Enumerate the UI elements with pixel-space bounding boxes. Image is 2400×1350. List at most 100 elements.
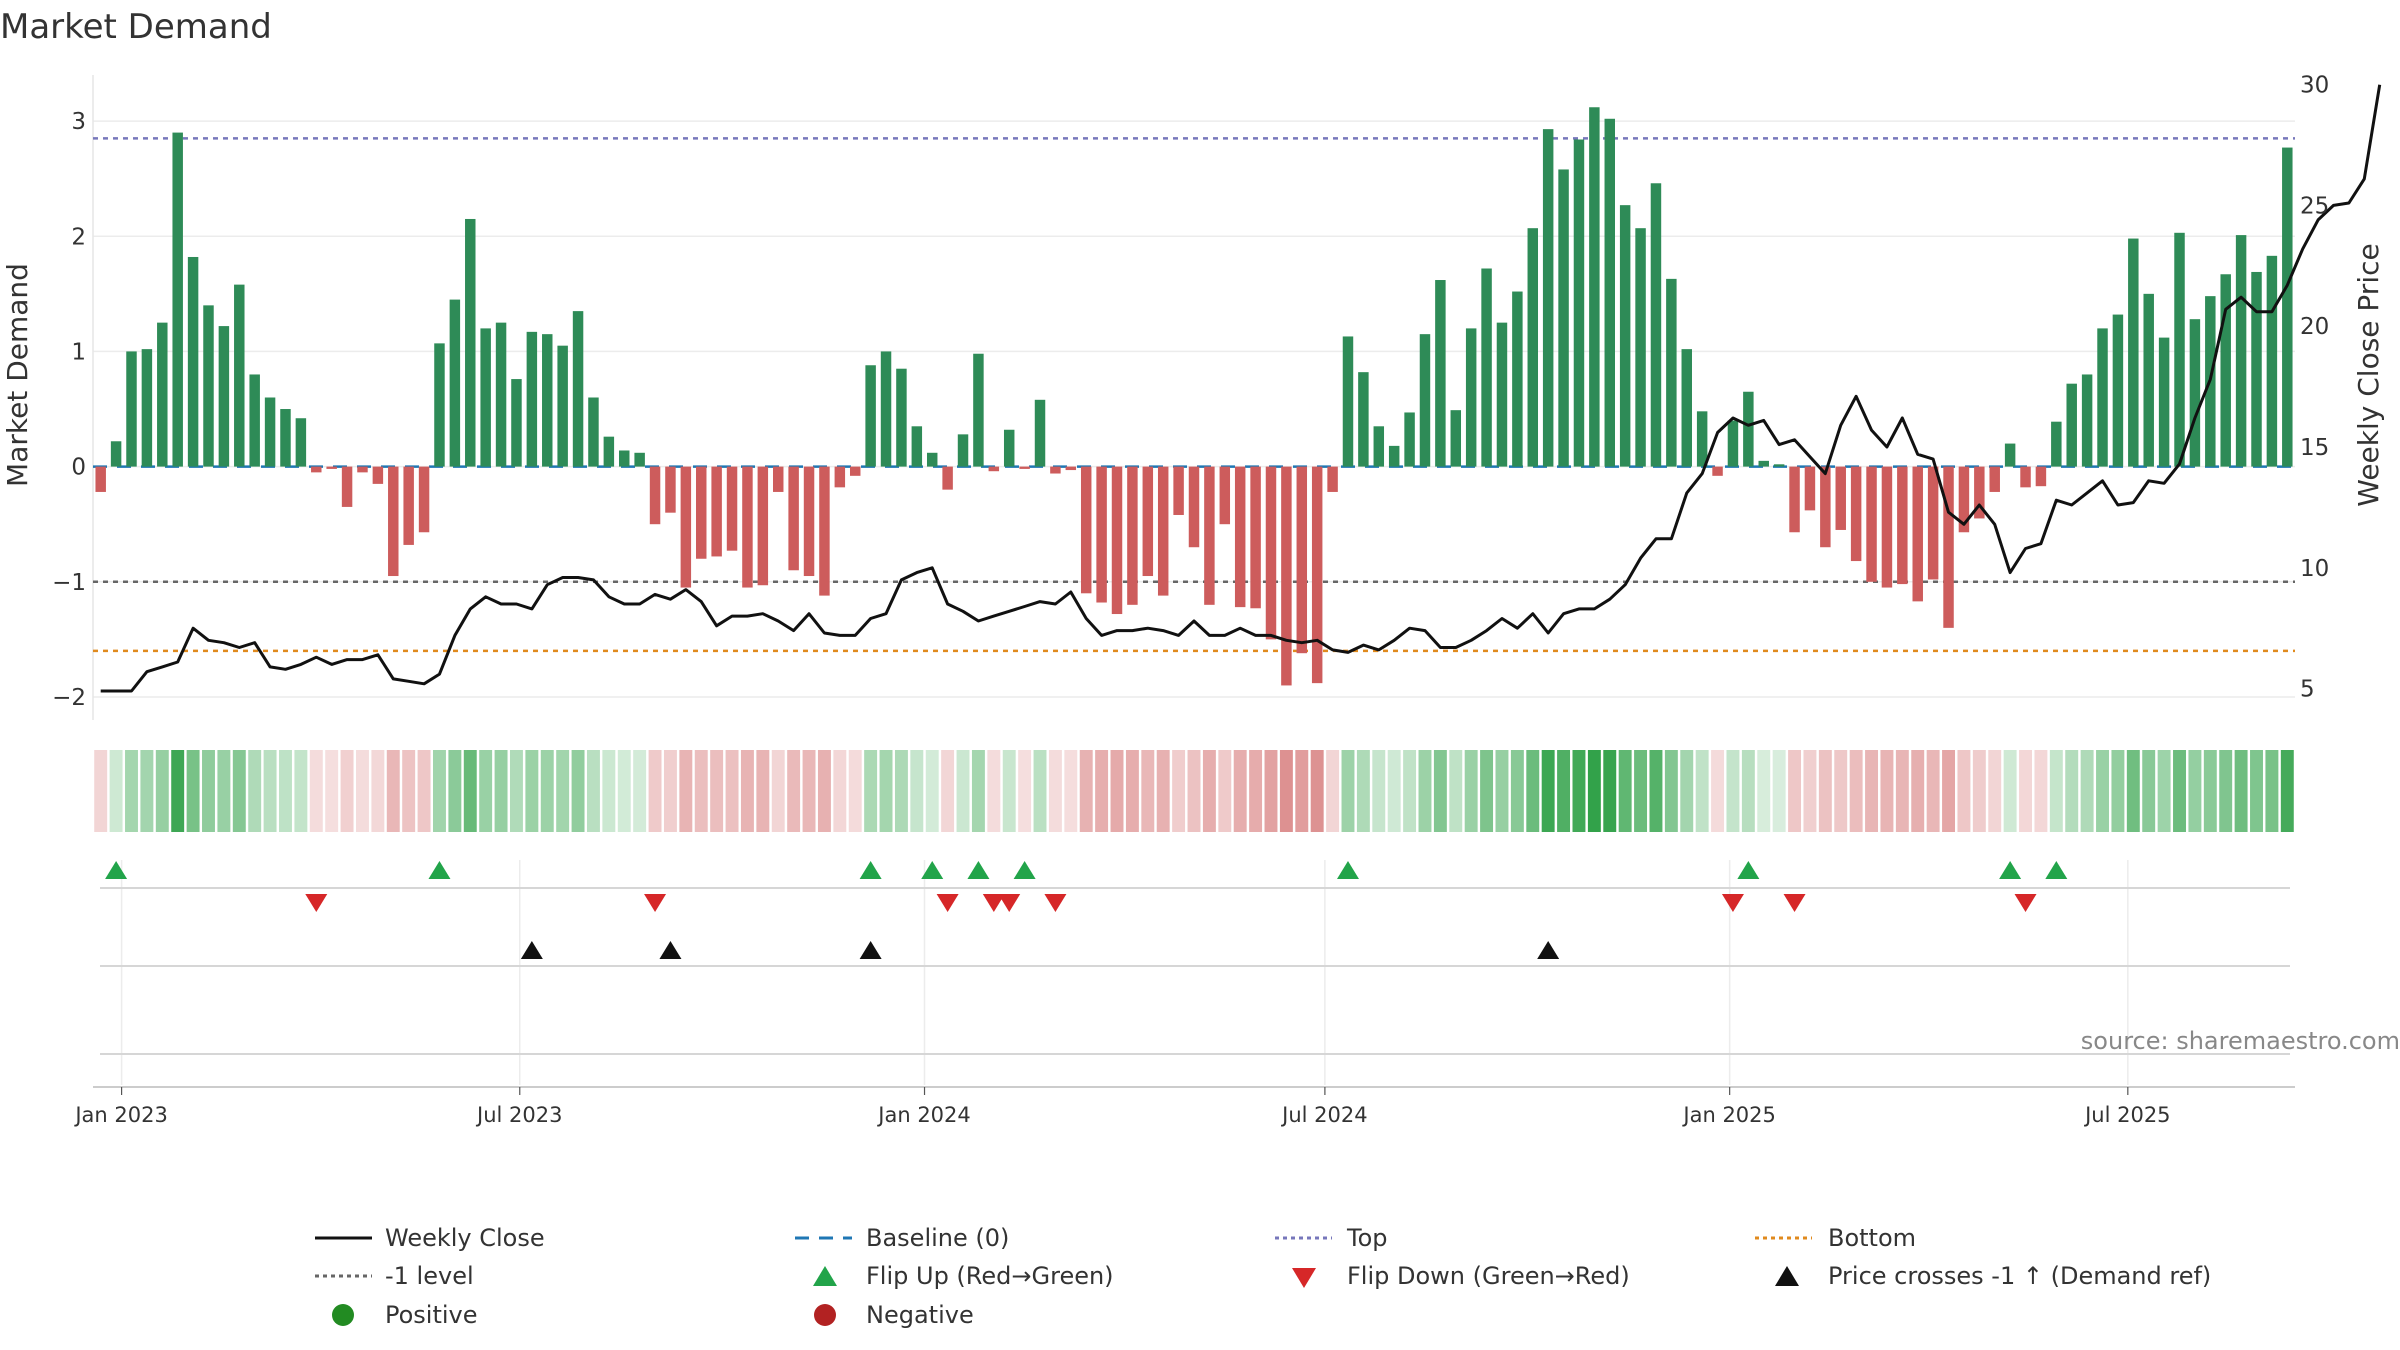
demand-bar: [696, 466, 707, 559]
heat-cell: [325, 750, 339, 832]
demand-bar: [865, 365, 876, 467]
demand-bar: [1142, 466, 1154, 577]
demand-bar: [126, 351, 137, 467]
heat-cell: [1803, 750, 1817, 832]
heat-cell: [1741, 750, 1755, 832]
heat-cell: [1295, 750, 1309, 832]
heat-cell: [2126, 750, 2140, 832]
legend-positive-icon: [332, 1304, 354, 1326]
demand-bar: [911, 426, 923, 467]
demand-bar: [449, 299, 461, 467]
heat-cell: [971, 750, 985, 832]
demand-bar: [2143, 293, 2154, 467]
demand-bar: [1111, 466, 1123, 615]
demand-bar: [1050, 466, 1061, 474]
x-tick-label: Jul 2023: [475, 1103, 562, 1127]
heat-cell: [1603, 750, 1617, 832]
y-tick-label: 3: [71, 109, 86, 135]
x-tick-label: Jan 2024: [876, 1103, 971, 1127]
heat-cell: [1279, 750, 1293, 832]
demand-bar: [1157, 466, 1169, 596]
demand-bar: [1758, 460, 1769, 467]
heat-cell: [833, 750, 847, 832]
heat-cell: [617, 750, 631, 832]
demand-bar: [2004, 443, 2016, 467]
demand-bar: [1096, 466, 1107, 603]
heat-cell: [1726, 750, 1740, 832]
demand-bar: [896, 368, 907, 467]
heat-cell: [571, 750, 585, 832]
demand-bar: [1773, 464, 1785, 467]
heat-cell: [1541, 750, 1555, 832]
heat-cell: [417, 750, 431, 832]
heat-cell: [771, 750, 785, 832]
demand-bar: [249, 374, 260, 467]
demand-bar: [2189, 319, 2201, 467]
heat-cell: [586, 750, 600, 832]
y-tick-label: −1: [52, 570, 86, 596]
demand-bar: [172, 132, 183, 467]
heat-cell: [1926, 750, 1940, 832]
heat-cell: [1187, 750, 1201, 832]
legend-negative: Negative: [866, 1301, 974, 1329]
heat-cell: [94, 750, 108, 832]
heat-cell: [2096, 750, 2109, 832]
heat-cell: [1464, 750, 1478, 832]
heat-cell: [2034, 750, 2048, 832]
demand-bar: [957, 434, 969, 467]
heat-cell: [679, 750, 693, 832]
demand-bar: [649, 466, 661, 525]
y-tick-label: 0: [71, 455, 86, 481]
heat-cell: [1002, 750, 1016, 832]
demand-bar: [2235, 235, 2247, 467]
heat-cell: [1125, 750, 1139, 832]
demand-bar: [1542, 129, 1554, 467]
demand-bar: [1974, 466, 1985, 519]
flip-up-marker: [921, 861, 944, 879]
demand-bar: [1311, 466, 1323, 684]
heat-cell: [140, 750, 154, 832]
demand-bar: [572, 311, 584, 467]
demand-bar: [834, 466, 846, 488]
heat-cell: [2142, 750, 2156, 832]
demand-bar: [2128, 238, 2139, 467]
weekly-close-line: [100, 84, 2382, 693]
demand-bar: [603, 436, 615, 467]
demand-bar: [773, 466, 784, 492]
demand-bar: [1342, 336, 1354, 467]
chart-title: Market Demand: [0, 7, 272, 47]
heat-cell: [109, 750, 123, 832]
legend-cross-icon: [1775, 1266, 1799, 1286]
demand-bar: [1388, 445, 1400, 467]
flip-up-marker: [967, 861, 990, 879]
heat-cell: [556, 750, 570, 832]
demand-bar: [680, 466, 692, 588]
demand-bar: [1927, 466, 1939, 580]
flip-down-marker: [982, 894, 1005, 912]
heat-cell: [802, 750, 816, 832]
demand-bar: [1958, 466, 1970, 533]
demand-bar: [1419, 334, 1431, 467]
y-axis-label: Market Demand: [1, 263, 34, 487]
legend-weekly-close: Weekly Close: [385, 1224, 545, 1252]
demand-bar: [665, 466, 676, 513]
heat-cell: [279, 750, 292, 832]
demand-bar: [1080, 466, 1092, 594]
heat-cell: [1664, 750, 1678, 832]
heat-cell: [463, 750, 477, 832]
heat-cell: [694, 750, 708, 832]
x-tick-label: Jul 2024: [1280, 1103, 1367, 1127]
heat-cell: [1557, 750, 1571, 832]
heat-cell: [1972, 750, 1986, 832]
demand-bar: [557, 345, 568, 467]
demand-bar: [480, 328, 491, 467]
demand-bar: [495, 322, 507, 467]
demand-bar: [526, 331, 538, 467]
flip-up-marker: [105, 861, 128, 879]
legend-positive: Positive: [385, 1301, 478, 1329]
reference-levels: [93, 137, 2295, 653]
demand-bar: [1589, 107, 1600, 467]
demand-bar: [803, 466, 815, 577]
heat-cell: [402, 750, 416, 832]
price-cross-marker: [659, 941, 682, 959]
